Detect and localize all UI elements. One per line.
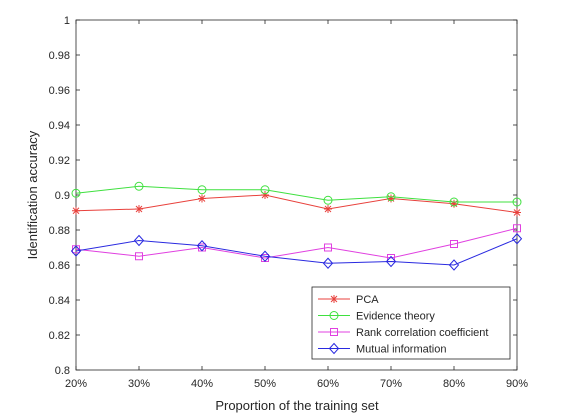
y-tick-label: 0.88 <box>49 225 70 237</box>
series-line-3 <box>75 238 518 266</box>
data-point-3 <box>70 245 82 257</box>
data-point-1 <box>197 185 207 195</box>
y-tick-label: 0.8 <box>55 365 70 377</box>
legend: PCA Evidence theory Rank correlation coeff… <box>311 286 511 360</box>
data-point-3 <box>322 257 334 269</box>
data-point-0 <box>135 205 143 213</box>
y-tick-label: 0.94 <box>49 120 70 132</box>
data-point-1 <box>71 188 81 198</box>
data-point-2 <box>513 224 521 233</box>
legend-label: PCA <box>356 294 379 306</box>
data-point-1 <box>512 197 522 207</box>
y-axis-label: Identification accuracy <box>25 130 40 259</box>
x-tick-label: 40% <box>191 378 213 390</box>
data-point-3 <box>448 259 460 271</box>
x-axis: 20% 30% 40% 50% 60% 70% 80% 90% <box>65 20 528 390</box>
data-point-0 <box>198 194 206 203</box>
y-tick-label: 0.92 <box>49 155 70 167</box>
data-point-3 <box>511 233 523 245</box>
legend-marker <box>330 295 338 303</box>
data-point-3 <box>196 240 208 252</box>
data-point-1 <box>386 192 396 202</box>
data-point-2 <box>450 240 458 248</box>
x-tick-label: 20% <box>65 378 87 390</box>
legend-label: Evidence theory <box>356 311 435 323</box>
data-point-0 <box>261 191 269 199</box>
y-tick-label: 0.9 <box>55 190 70 202</box>
data-point-1 <box>449 197 459 207</box>
data-point-2 <box>135 252 143 261</box>
data-point-3 <box>133 234 145 247</box>
x-tick-label: 60% <box>317 378 339 390</box>
data-point-0 <box>72 206 80 215</box>
x-tick-label: 30% <box>128 378 150 390</box>
y-tick-label: 1 <box>64 15 70 27</box>
legend-marker <box>330 328 338 336</box>
data-point-0 <box>513 208 521 217</box>
y-tick-label: 0.98 <box>49 50 70 62</box>
x-tick-label: 70% <box>380 378 402 390</box>
series-line-2 <box>75 227 518 259</box>
data-point-1 <box>260 185 270 195</box>
series-line-1 <box>75 185 517 203</box>
legend-label: Rank correlation coefficient <box>356 327 488 339</box>
data-point-0 <box>324 205 332 213</box>
x-axis-label: Proportion of the training set <box>215 398 379 413</box>
series-group <box>70 181 523 271</box>
y-tick-label: 0.86 <box>49 260 70 272</box>
legend-marker <box>328 342 340 355</box>
data-point-1 <box>323 195 333 205</box>
data-point-1 <box>134 181 144 191</box>
x-tick-label: 80% <box>443 378 465 390</box>
legend-marker <box>329 311 339 320</box>
data-point-3 <box>385 255 397 268</box>
data-point-0 <box>450 199 458 208</box>
legend-label: Mutual information <box>356 344 447 356</box>
y-axis: 0.8 0.82 0.84 0.86 0.88 0.9 0.92 0.94 0.96 0.98 1 <box>49 15 517 377</box>
y-tick-label: 0.82 <box>49 330 70 342</box>
y-tick-label: 0.96 <box>49 85 70 97</box>
data-point-2 <box>324 243 332 252</box>
x-tick-label: 50% <box>254 378 276 390</box>
series-line-0 <box>75 194 518 213</box>
x-tick-label: 90% <box>506 378 528 390</box>
y-tick-label: 0.84 <box>49 295 70 307</box>
data-point-0 <box>387 194 395 203</box>
data-point-3 <box>259 250 271 262</box>
